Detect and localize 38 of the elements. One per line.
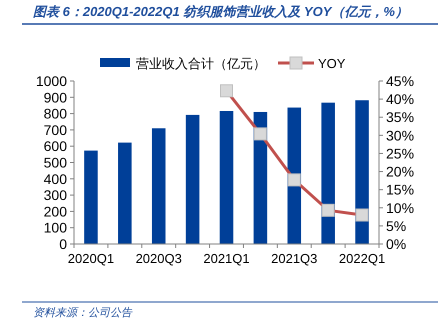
y-tick-label: 200 [44,203,68,220]
y-tick-label: 1000 [36,73,68,89]
y-tick-label: 100 [44,220,68,236]
y-tick-label: 500 [44,154,68,170]
y-tick-label: 600 [44,138,68,154]
y-tick-label: 0 [59,236,68,252]
bar [220,110,234,244]
y2-tick-label: 20% [386,164,414,180]
y2-tick-label: 5% [386,218,406,234]
bar [355,100,369,244]
y2-tick-label: 45% [386,73,414,89]
y-tick-label: 300 [44,187,68,204]
y-tick-label: 800 [44,106,68,122]
chart-title: 图表 6：2020Q1-2022Q1 纺织服饰营业收入及 YOY（亿元，%） [33,4,408,19]
x-tick-label: 2020Q1 [68,251,114,266]
bar [321,102,335,244]
y2-tick-label: 25% [386,145,414,162]
bar [118,142,132,244]
y2-tick-label: 35% [386,109,414,126]
y-tick-label: 700 [44,122,68,138]
y-tick-label: 400 [44,170,68,187]
x-tick-label: 2021Q3 [271,251,318,266]
y2-tick-label: 10% [386,200,414,216]
y2-tick-label: 40% [386,91,414,108]
text: 资料来源：公司公告 [33,306,133,319]
legend-label: 营业收入合计（亿元） [136,56,266,71]
y2-tick-label: 30% [386,127,414,144]
bar [152,128,166,244]
y2-tick-label: 15% [386,182,414,198]
bar [84,150,98,244]
legend-label: YOY [318,56,346,71]
bar [186,114,200,244]
y-tick-label: 900 [44,89,68,106]
x-tick-label: 2021Q1 [203,251,250,266]
x-tick-label: 2022Q1 [338,251,386,266]
bar [288,108,302,244]
x-tick-label: 2020Q3 [136,251,182,266]
y2-tick-label: 0% [386,236,406,252]
